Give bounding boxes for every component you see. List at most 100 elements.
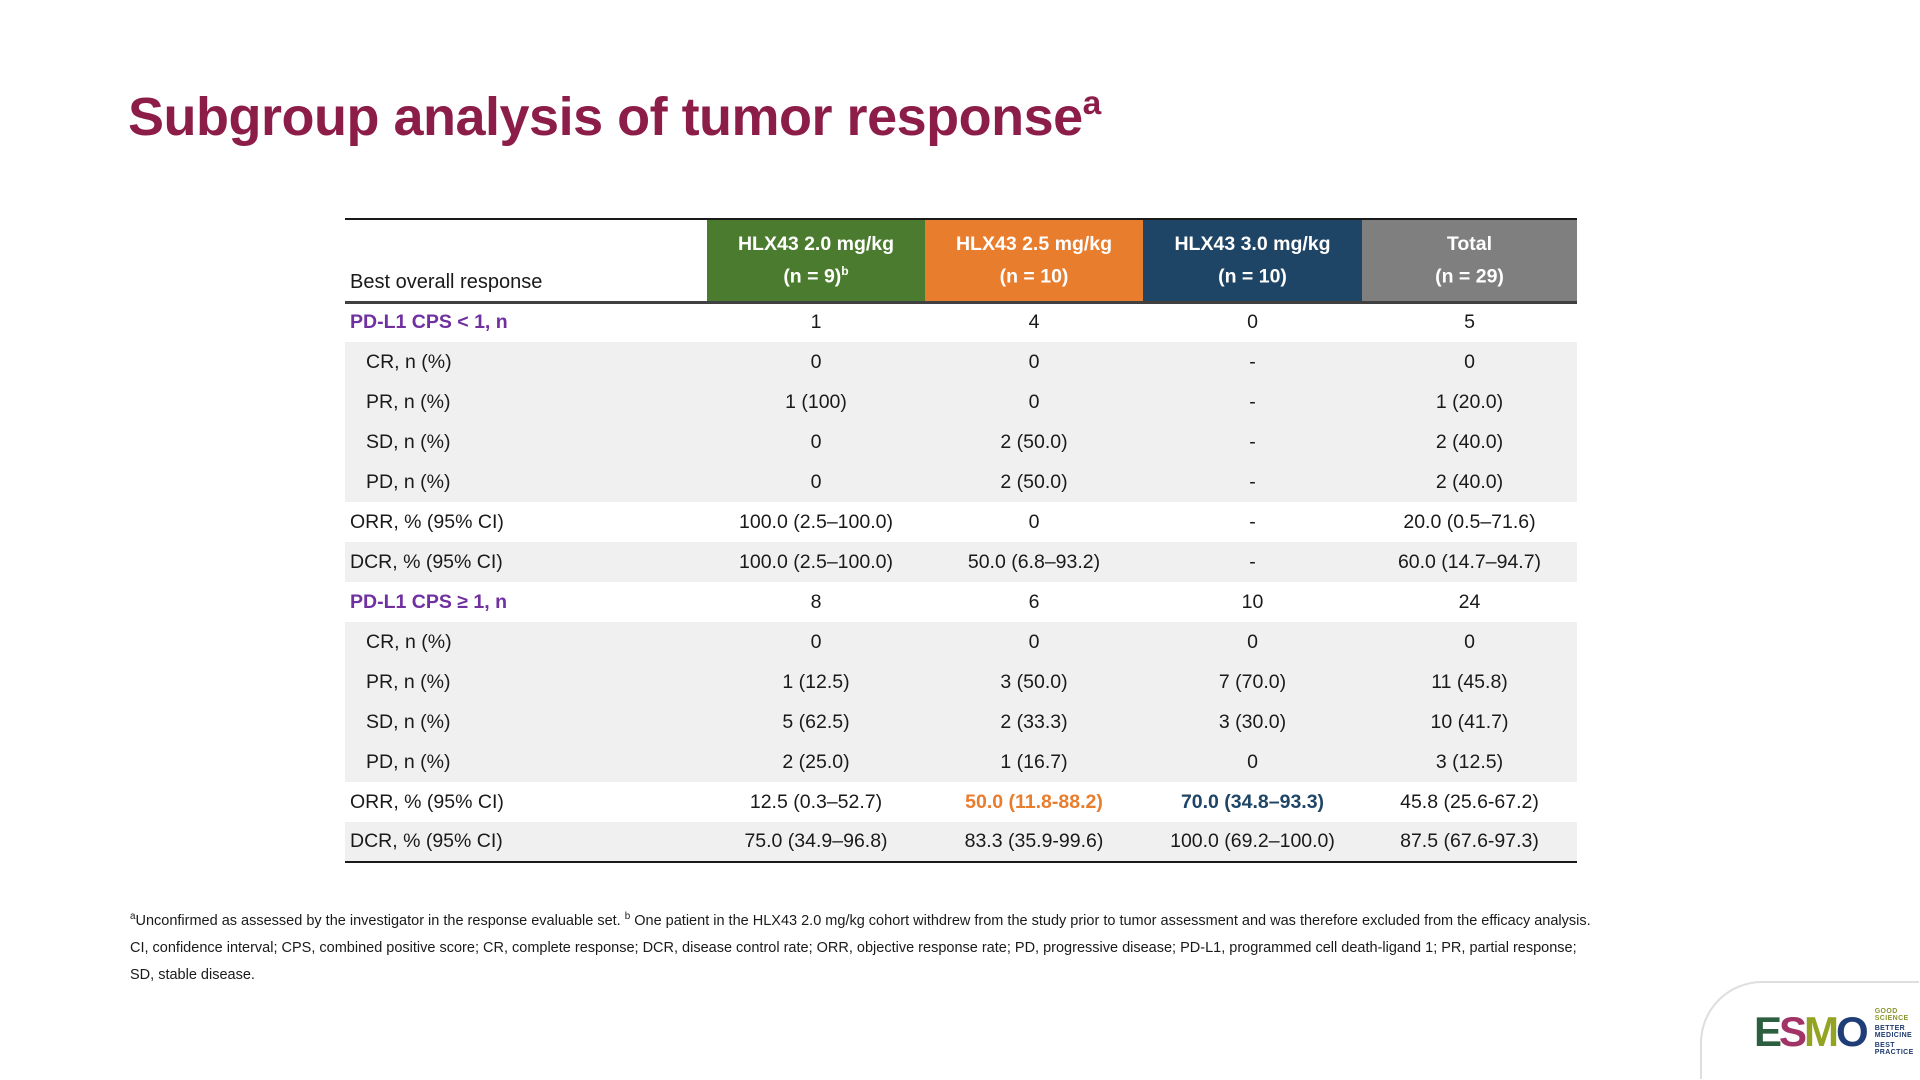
table-cell: 0 [1028,510,1040,533]
esmo-logo-wordmark: ESMO [1754,1008,1869,1055]
column-header-line2: (n = 10) [1218,265,1287,287]
footnote-text-b: One patient in the HLX43 2.0 mg/kg cohor… [630,912,1591,929]
table-cell: 1 (20.0) [1362,382,1577,422]
table-cell: 2 (25.0) [707,742,925,782]
row-label: PD-L1 CPS ≥ 1, n [350,590,507,613]
table-cell: 0 [925,622,1143,662]
table-cell: 87.5 (67.6-97.3) [1362,822,1577,863]
esmo-tagline-better-medicine: BETTER MEDICINE [1874,1025,1913,1039]
table-cell: - [1143,462,1362,502]
table-cell: 1 (12.5) [707,662,925,702]
table-cell: 75.0 (34.9–96.8) [707,822,925,863]
table-cell: 0 [1247,311,1258,334]
esmo-logo-taglines: GOOD SCIENCE BETTER MEDICINE BEST PRACTI… [1873,1008,1920,1056]
slide-corner-card [1700,981,1919,1079]
table-row-pdl1-cps-ge1: PD-L1 CPS ≥ 1, n 8 6 10 24 [345,582,1577,622]
table-row-sd: SD, n (%) 0 2 (50.0) - 2 (40.0) [345,422,1577,462]
footnotes: aUnconfirmed as assessed by the investig… [130,903,1600,989]
table-cell: 11 (45.8) [1362,662,1577,702]
table-row-pr: PR, n (%) 1 (100) 0 - 1 (20.0) [345,382,1577,422]
table-cell: 100.0 (2.5–100.0) [707,542,925,582]
table-cell: 0 [707,622,925,662]
table-cell: 0 [1143,742,1362,782]
row-header-label: Best overall response [350,270,543,293]
table-cell: 8 [810,590,822,613]
column-header-hlx43-3-0: HLX43 3.0 mg/kg (n = 10) [1143,219,1362,304]
table-cell: - [1143,542,1362,582]
row-label: DCR, % (95% CI) [345,822,707,863]
table-cell: 1 (16.7) [925,742,1143,782]
esmo-logo-letter-o: O [1836,1008,1869,1055]
table-cell: 24 [1458,590,1481,613]
footnote-line-1: aUnconfirmed as assessed by the investig… [130,903,1600,935]
table-row-orr-highlighted: ORR, % (95% CI) 12.5 (0.3–52.7) 50.0 (11… [345,782,1577,822]
table-row-pd: PD, n (%) 2 (25.0) 1 (16.7) 0 3 (12.5) [345,742,1577,782]
column-header-hlx43-2-0: HLX43 2.0 mg/kg (n = 9)b [707,219,925,304]
footnote-line-2: CI, confidence interval; CPS, combined p… [130,939,1577,983]
footnote-text-a: Unconfirmed as assessed by the investiga… [135,912,625,929]
column-header-line1: HLX43 3.0 mg/kg [1174,232,1331,255]
row-label: PD-L1 CPS < 1, n [350,311,508,334]
table-cell: 7 (70.0) [1143,662,1362,702]
footnote-marker-a: a [130,911,136,922]
table-row-orr: ORR, % (95% CI) 100.0 (2.5–100.0) 0 - 20… [345,502,1577,542]
table-cell: 6 [1028,590,1040,613]
table-cell: 3 (12.5) [1362,742,1577,782]
column-header-line2: (n = 9)b [783,263,849,288]
table-cell: 12.5 (0.3–52.7) [749,790,883,813]
table-cell: 83.3 (35.9-99.6) [925,822,1143,863]
row-label: CR, n (%) [345,622,707,662]
table-cell: 20.0 (0.5–71.6) [1403,510,1536,533]
esmo-logo-letter-m: M [1804,1008,1839,1055]
table-cell-orr-blue-highlight: 70.0 (34.8–93.3) [1180,790,1325,813]
table-cell: 100.0 (2.5–100.0) [739,510,893,533]
table-row-cr: CR, n (%) 0 0 0 0 [345,622,1577,662]
table-cell: 1 [810,311,822,334]
column-header-total: Total (n = 29) [1362,219,1577,304]
table-cell: 2 (40.0) [1362,422,1577,462]
table-cell: 5 (62.5) [707,702,925,742]
column-header-footnote-mark: b [841,263,849,278]
table-cell: - [1143,382,1362,422]
table-cell: 0 [707,422,925,462]
table-cell: - [1143,422,1362,462]
row-label: DCR, % (95% CI) [345,542,707,582]
table-cell-orr-orange-highlight: 50.0 (11.8-88.2) [965,790,1103,813]
table-cell: 0 [707,342,925,382]
row-label: PR, n (%) [345,662,707,702]
table-cell: 2 (50.0) [925,422,1143,462]
table-cell: 10 [1241,590,1264,613]
row-label: ORR, % (95% CI) [350,510,504,533]
table-cell: 50.0 (6.8–93.2) [925,542,1143,582]
table-cell: 5 [1464,311,1475,334]
table-cell: 60.0 (14.7–94.7) [1362,542,1577,582]
table-cell: 1 (100) [707,382,925,422]
esmo-tagline-best-practice: BEST PRACTICE [1874,1042,1914,1056]
esmo-logo-letter-e: E [1754,1008,1782,1055]
tumor-response-table: Best overall response HLX43 2.0 mg/kg (n… [345,218,1577,863]
table-cell: 2 (33.3) [925,702,1143,742]
table-cell: 0 [1362,342,1577,382]
table-cell: 0 [1362,622,1577,662]
table-row-dcr: DCR, % (95% CI) 75.0 (34.9–96.8) 83.3 (3… [345,822,1577,863]
table-row-cr: CR, n (%) 0 0 - 0 [345,342,1577,382]
esmo-logo-letter-s: S [1779,1008,1807,1055]
table-cell: 0 [925,382,1143,422]
row-label: CR, n (%) [345,342,707,382]
table-cell: - [1143,342,1362,382]
row-label: SD, n (%) [345,422,707,462]
page-title-superscript: a [1082,85,1102,122]
column-header-line1: HLX43 2.0 mg/kg [737,232,895,255]
row-label: PR, n (%) [345,382,707,422]
table-row-pd: PD, n (%) 0 2 (50.0) - 2 (40.0) [345,462,1577,502]
row-label: PD, n (%) [345,742,707,782]
page-title: Subgroup analysis of tumor responsea [128,85,1102,148]
column-header-line1: HLX43 2.5 mg/kg [955,232,1113,255]
table-cell: 0 [1143,622,1362,662]
table-cell: 3 (50.0) [925,662,1143,702]
table-cell: 2 (40.0) [1362,462,1577,502]
table-cell: 4 [1028,311,1040,334]
esmo-tagline-good-science: GOOD SCIENCE [1874,1008,1909,1022]
table-cell: 100.0 (69.2–100.0) [1143,822,1362,863]
